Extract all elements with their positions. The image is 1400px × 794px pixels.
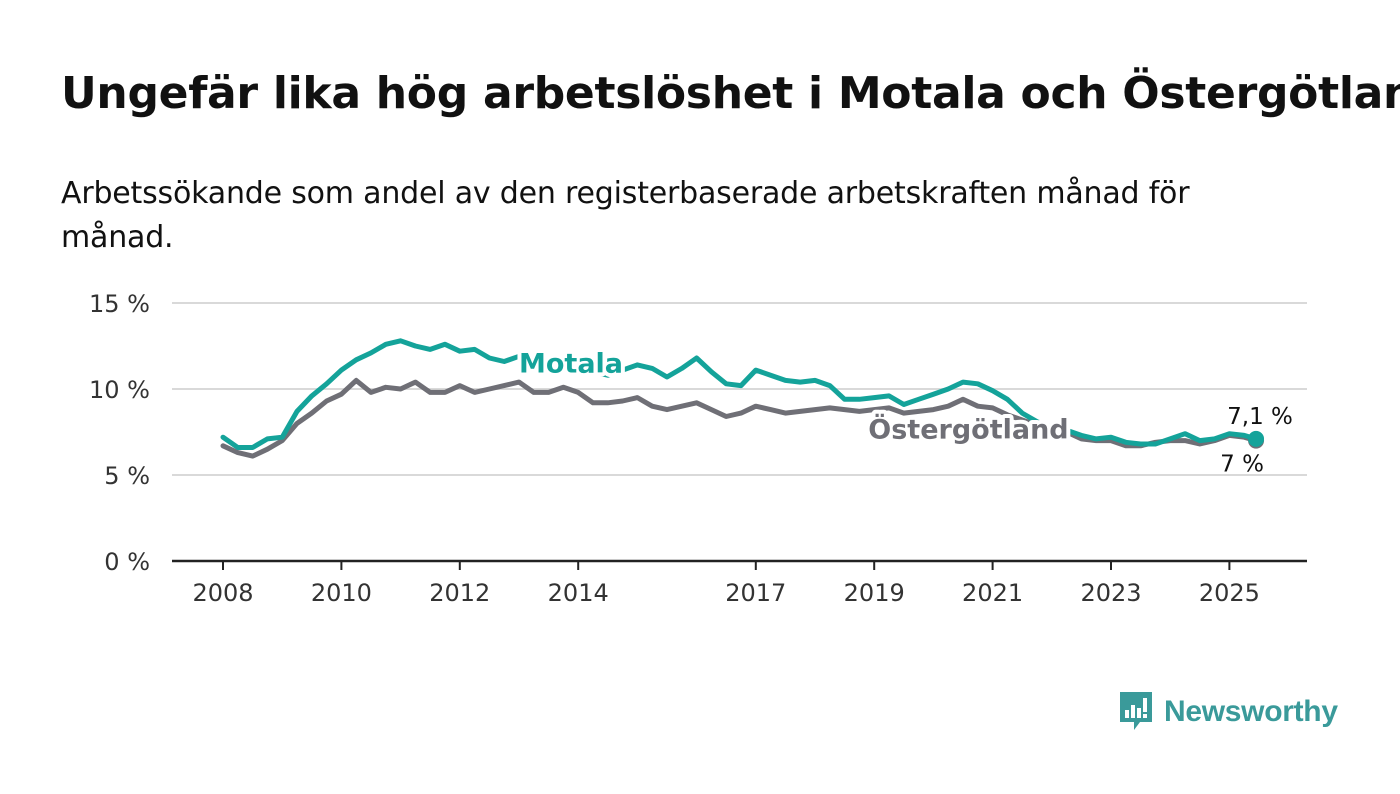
end-marker-motala [1248,430,1265,447]
y-tick-label: 10 % [89,376,150,404]
x-tick-label: 2012 [429,579,490,607]
series-label-ostergotland: Östergötland [868,413,1068,446]
gridlines [172,302,1307,476]
newsworthy-logo-icon [1120,692,1152,730]
series-label-motala: Motala [519,348,623,379]
y-axis-ticks: 0 % 5 % 10 % 15 % [89,290,150,576]
brand-logo: Newsworthy [1118,690,1338,734]
label-layer: Motala Östergötland 7,1 % 7 % [515,344,1293,478]
end-label-motala: 7,1 % [1227,404,1293,430]
series-line-motala [220,338,1259,450]
y-tick-label: 5 % [104,462,150,490]
x-tick-label: 2008 [192,579,253,607]
y-tick-label: 15 % [89,290,150,318]
series-line-ostergotland [220,377,1259,459]
x-tick-label: 2010 [311,579,372,607]
x-tick-label: 2025 [1199,579,1260,607]
x-axis-ticks: 2008 2010 2012 2014 2017 2019 2021 2023 2025 [192,561,1260,607]
x-tick-label: 2023 [1080,579,1141,607]
chart-title: Ungefär lika hög arbetslöshet i Motala o… [61,68,1400,119]
chart-subtitle: Arbetssökande som andel av den registerb… [61,176,1190,255]
series-layer [220,338,1265,459]
x-tick-label: 2017 [725,579,786,607]
brand-name: Newsworthy [1164,695,1338,728]
x-tick-label: 2021 [962,579,1023,607]
end-label-ostergotland: 7 % [1220,452,1264,478]
y-tick-label: 0 % [104,548,150,576]
x-tick-label: 2019 [844,579,905,607]
x-tick-label: 2014 [548,579,609,607]
